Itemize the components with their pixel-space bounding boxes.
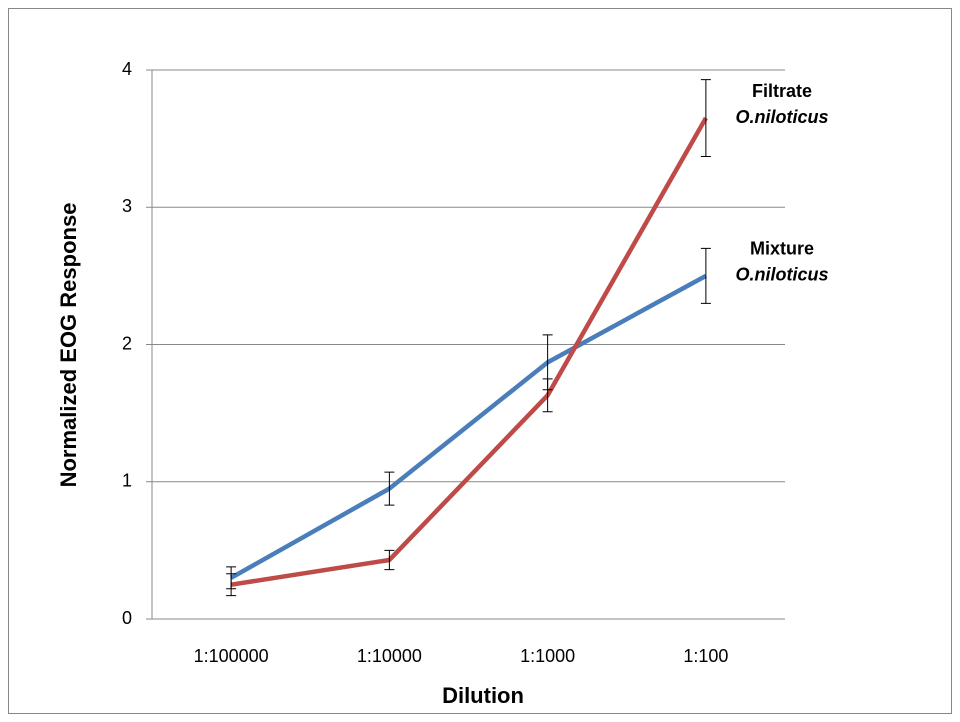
- chart-border: [8, 8, 952, 714]
- x-tick-label: 1:1000: [520, 646, 575, 666]
- series-line: [230, 273, 707, 580]
- x-axis-title: Dilution: [442, 683, 524, 708]
- x-tick-label: 1:100000: [194, 646, 269, 666]
- error-bar: [700, 247, 711, 304]
- y-tick-label: 0: [122, 608, 132, 628]
- error-bar: [542, 378, 553, 413]
- series-species: O.niloticus: [735, 107, 828, 127]
- series-line: [230, 116, 708, 587]
- x-tick-label: 1:10000: [357, 646, 422, 666]
- y-tick-label: 2: [122, 333, 132, 353]
- y-tick-label: 3: [122, 196, 132, 216]
- error-bar: [226, 573, 237, 597]
- y-tick-label: 4: [122, 59, 132, 79]
- series-label: Filtrate: [752, 81, 812, 101]
- error-bar: [384, 549, 395, 571]
- y-tick-label: 1: [122, 471, 132, 491]
- y-axis-title: Normalized EOG Response: [56, 203, 81, 488]
- error-bar: [384, 471, 395, 506]
- error-bar: [700, 79, 711, 157]
- x-tick-label: 1:100: [683, 646, 728, 666]
- series-label: Mixture: [750, 239, 814, 259]
- series-species: O.niloticus: [735, 265, 828, 285]
